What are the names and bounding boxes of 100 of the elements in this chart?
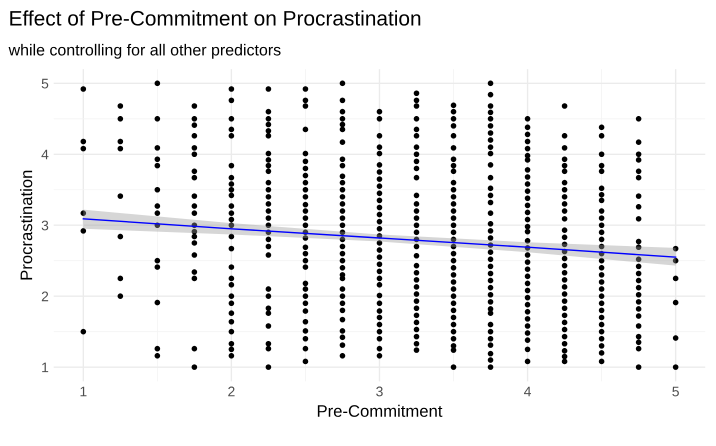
point: [636, 334, 642, 340]
point: [80, 86, 86, 92]
point: [376, 300, 382, 306]
point: [228, 210, 234, 216]
point: [672, 258, 678, 264]
point: [414, 151, 420, 158]
point: [414, 116, 420, 122]
point: [450, 116, 456, 122]
point: [672, 246, 678, 252]
point: [488, 270, 494, 276]
point: [414, 262, 420, 268]
point: [488, 103, 494, 109]
point: [524, 132, 530, 138]
point: [340, 258, 346, 264]
point: [376, 240, 382, 246]
point: [488, 92, 494, 98]
point: [562, 291, 568, 297]
point: [524, 288, 530, 294]
point: [450, 322, 456, 328]
point: [562, 162, 568, 168]
point: [302, 235, 308, 241]
point: [414, 298, 420, 304]
point: [302, 318, 308, 325]
point: [598, 343, 604, 349]
point: [636, 306, 642, 312]
point: [376, 308, 382, 314]
point: [636, 270, 642, 276]
point: [524, 346, 530, 352]
point: [598, 308, 604, 314]
point: [228, 174, 234, 180]
point: [118, 234, 124, 240]
point: [524, 224, 530, 230]
point: [376, 268, 382, 274]
point: [340, 250, 346, 256]
point: [636, 340, 642, 346]
point: [524, 146, 530, 152]
point: [266, 222, 272, 228]
point: [266, 346, 272, 352]
point: [488, 264, 494, 270]
point: [598, 198, 604, 204]
point: [192, 203, 198, 209]
point: [488, 210, 494, 216]
point: [340, 122, 346, 128]
point: [228, 346, 234, 352]
point: [636, 292, 642, 298]
point: [302, 98, 308, 104]
point: [414, 208, 420, 214]
point: [228, 300, 234, 306]
point: [598, 286, 604, 292]
point: [302, 103, 308, 109]
point: [302, 172, 308, 178]
point: [598, 208, 604, 214]
point: [266, 340, 272, 346]
point: [488, 322, 494, 328]
point: [192, 234, 198, 240]
point: [302, 346, 308, 352]
point: [598, 258, 604, 264]
point: [376, 292, 382, 298]
point: [192, 193, 198, 199]
point: [302, 215, 308, 221]
point: [302, 202, 308, 208]
point: [376, 108, 382, 114]
point: [562, 186, 568, 193]
point: [636, 313, 642, 319]
point: [154, 264, 160, 270]
point: [266, 208, 272, 214]
point: [562, 326, 568, 332]
point: [524, 259, 530, 265]
point: [598, 151, 604, 158]
point: [228, 264, 234, 270]
point: [636, 364, 642, 370]
point: [340, 342, 346, 348]
point: [154, 346, 160, 352]
point: [598, 358, 604, 364]
point: [414, 215, 420, 221]
point: [414, 270, 420, 276]
point: [376, 162, 382, 168]
point: [302, 222, 308, 228]
point: [450, 208, 456, 214]
point: [524, 124, 530, 130]
point: [340, 334, 346, 340]
point: [524, 210, 530, 216]
point: [414, 144, 420, 150]
point: [302, 250, 308, 256]
point: [414, 103, 420, 109]
point: [376, 198, 382, 204]
point: [192, 145, 198, 151]
point: [228, 216, 234, 222]
point: [414, 347, 420, 353]
point: [524, 274, 530, 280]
point: [414, 98, 420, 104]
point: [488, 342, 494, 348]
point: [636, 323, 642, 329]
point: [340, 230, 346, 236]
point: [340, 126, 346, 132]
point: [414, 312, 420, 318]
point: [414, 174, 420, 180]
point: [562, 284, 568, 290]
point: [488, 284, 494, 290]
y-tick-label: 2: [42, 292, 48, 302]
